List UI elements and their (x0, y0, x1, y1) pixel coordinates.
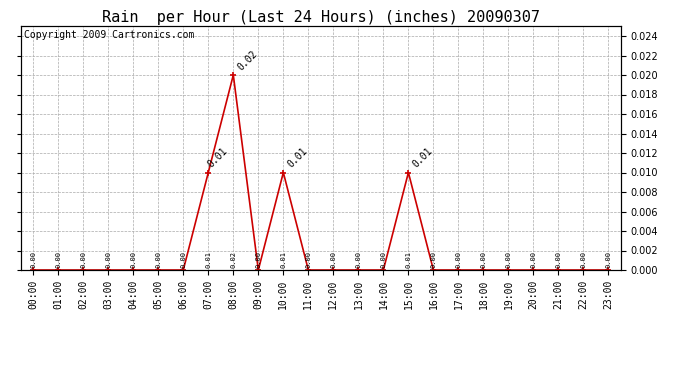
Text: 0.02: 0.02 (236, 48, 259, 72)
Text: 0.00: 0.00 (380, 251, 386, 268)
Text: 0.00: 0.00 (106, 251, 111, 268)
Text: 0.00: 0.00 (130, 251, 136, 268)
Text: 0.01: 0.01 (411, 146, 435, 170)
Text: 0.00: 0.00 (606, 251, 611, 268)
Text: 0.00: 0.00 (331, 251, 336, 268)
Text: 0.01: 0.01 (206, 251, 211, 268)
Text: 0.00: 0.00 (580, 251, 586, 268)
Text: 0.00: 0.00 (555, 251, 562, 268)
Text: 0.00: 0.00 (55, 251, 61, 268)
Text: 0.00: 0.00 (155, 251, 161, 268)
Text: 0.01: 0.01 (406, 251, 411, 268)
Text: 0.00: 0.00 (531, 251, 536, 268)
Text: 0.00: 0.00 (355, 251, 362, 268)
Text: 0.00: 0.00 (255, 251, 262, 268)
Text: 0.00: 0.00 (80, 251, 86, 268)
Text: 0.01: 0.01 (286, 146, 310, 170)
Text: 0.00: 0.00 (30, 251, 36, 268)
Text: 0.00: 0.00 (480, 251, 486, 268)
Text: 0.02: 0.02 (230, 251, 236, 268)
Title: Rain  per Hour (Last 24 Hours) (inches) 20090307: Rain per Hour (Last 24 Hours) (inches) 2… (102, 10, 540, 25)
Text: 0.01: 0.01 (280, 251, 286, 268)
Text: 0.00: 0.00 (455, 251, 462, 268)
Text: 0.00: 0.00 (506, 251, 511, 268)
Text: 0.00: 0.00 (180, 251, 186, 268)
Text: 0.00: 0.00 (306, 251, 311, 268)
Text: Copyright 2009 Cartronics.com: Copyright 2009 Cartronics.com (23, 30, 194, 40)
Text: 0.01: 0.01 (206, 146, 229, 170)
Text: 0.00: 0.00 (431, 251, 436, 268)
